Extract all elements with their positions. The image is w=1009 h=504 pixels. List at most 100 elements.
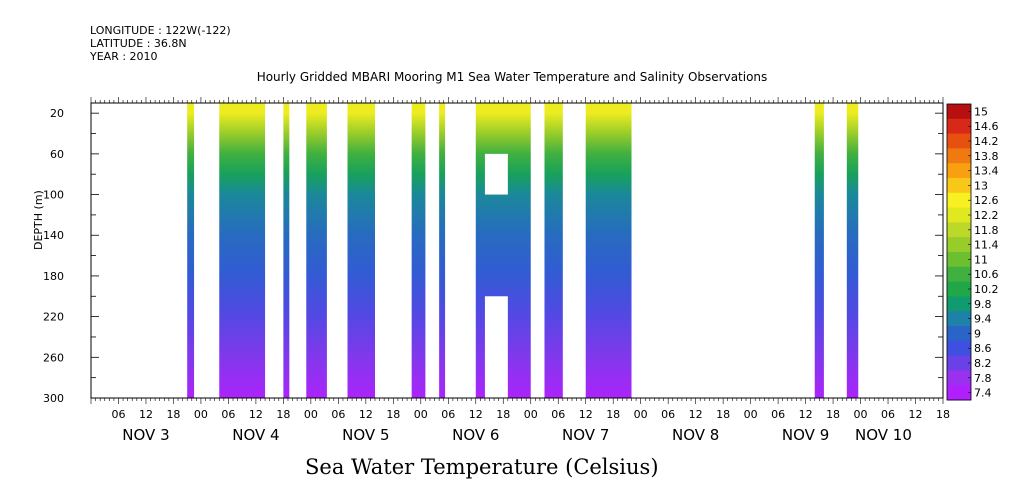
- colorbar-cell-10: [947, 252, 971, 268]
- x-hour-label: 06: [111, 408, 125, 421]
- colorbar-label: 7.4: [974, 387, 992, 400]
- colorbar-label: 8.2: [974, 357, 992, 370]
- y-tick-label: 220: [43, 311, 64, 324]
- colorbar-cell-11: [947, 266, 971, 283]
- data-segment-4: [347, 103, 375, 398]
- colorbar-label: 14.6: [974, 120, 999, 133]
- colorbar-label: 13: [974, 179, 988, 192]
- colorbar-label: 9.8: [974, 298, 992, 311]
- colorbar-cell-7: [947, 207, 971, 223]
- x-hour-label: 18: [386, 408, 400, 421]
- colorbar-cell-19: [947, 385, 971, 401]
- data-segment-11: [846, 103, 859, 398]
- x-day-label: NOV 5: [342, 426, 389, 444]
- x-hour-label: 18: [496, 408, 510, 421]
- colorbar-cell-18: [947, 370, 971, 386]
- x-hour-label: 06: [881, 408, 895, 421]
- y-tick-label: 60: [50, 148, 64, 161]
- latitude-label: LATITUDE : 36.8N: [90, 37, 187, 50]
- colorbar-cell-5: [947, 178, 971, 194]
- x-hour-label: 06: [221, 408, 235, 421]
- colorbar-cell-13: [947, 296, 971, 312]
- data-segment-8: [544, 103, 563, 398]
- x-day-label: NOV 4: [232, 426, 279, 444]
- x-hour-label: 18: [606, 408, 620, 421]
- x-day-label: NOV 9: [782, 426, 829, 444]
- x-hour-label: 06: [771, 408, 785, 421]
- colorbar-label: 10.2: [974, 283, 999, 296]
- x-hour-label: 18: [936, 408, 950, 421]
- colorbar-label: 10.6: [974, 268, 999, 281]
- colorbar-label: 15: [974, 105, 988, 118]
- x-hour-label: 18: [826, 408, 840, 421]
- x-hour-label: 12: [909, 408, 923, 421]
- longitude-label: LONGITUDE : 122W(-122): [90, 24, 231, 37]
- x-hour-label: 06: [331, 408, 345, 421]
- colorbar-cell-1: [947, 118, 971, 135]
- colorbar-label: 13.4: [974, 165, 999, 178]
- x-hour-label: 12: [139, 408, 153, 421]
- x-hour-label: 00: [194, 408, 208, 421]
- y-tick-label: 300: [43, 392, 64, 405]
- y-tick-label: 260: [43, 351, 64, 364]
- colorbar-cell-3: [947, 148, 971, 164]
- y-tick-label: 140: [43, 229, 64, 242]
- x-hour-label: 12: [799, 408, 813, 421]
- colorbar-cell-17: [947, 355, 971, 371]
- colorbar-label: 12.6: [974, 194, 999, 207]
- axes: 06 12 18 00 06 12 18 00 06 12 18 00 06 12 18 00 06 12 18 00…: [43, 97, 950, 444]
- colorbar-cell-16: [947, 340, 971, 357]
- y-tick-label: 100: [43, 189, 64, 202]
- colorbar-cell-9: [947, 237, 971, 253]
- data-segment-10: [814, 103, 824, 398]
- data-segment-1: [219, 103, 266, 398]
- x-day-label: NOV 6: [452, 426, 499, 444]
- data-segment-5: [411, 103, 426, 398]
- x-hour-label: 00: [744, 408, 758, 421]
- data-segment-0: [187, 103, 195, 398]
- colorbar-label: 13.8: [974, 150, 999, 163]
- colorbar-cell-8: [947, 222, 971, 238]
- colorbar-label: 7.8: [974, 372, 992, 385]
- x-hour-label: 12: [469, 408, 483, 421]
- chart-title: Hourly Gridded MBARI Mooring M1 Sea Wate…: [256, 70, 768, 84]
- y-tick-label: 180: [43, 270, 64, 283]
- data-segment-6: [439, 103, 446, 398]
- x-hour-label: 00: [634, 408, 648, 421]
- year-label: YEAR : 2010: [90, 50, 158, 63]
- x-hour-label: 18: [716, 408, 730, 421]
- x-hour-label: 12: [249, 408, 263, 421]
- y-tick-label: 20: [50, 107, 64, 120]
- colorbar-frame: [946, 103, 972, 401]
- x-hour-label: 12: [579, 408, 593, 421]
- x-day-label: NOV 8: [672, 426, 719, 444]
- colorbar-label: 11: [974, 253, 988, 266]
- x-hour-label: 06: [661, 408, 675, 421]
- x-day-label: NOV 3: [122, 426, 169, 444]
- data-gap-1: [484, 296, 508, 398]
- x-hour-label: 18: [276, 408, 290, 421]
- data-gap-0: [484, 153, 508, 195]
- colorbar-cell-4: [947, 163, 971, 179]
- colorbar-label: 8.6: [974, 342, 992, 355]
- x-hour-label: 00: [414, 408, 428, 421]
- x-hour-label: 12: [359, 408, 373, 421]
- x-hour-label: 00: [524, 408, 538, 421]
- x-day-label: NOV 10: [855, 426, 912, 444]
- colorbar-cell-12: [947, 281, 971, 297]
- colorbar-label: 11.8: [974, 224, 999, 237]
- x-hour-label: 06: [441, 408, 455, 421]
- x-hour-label: 12: [689, 408, 703, 421]
- colorbar-label: 9.4: [974, 313, 992, 326]
- colorbar-label: 12.2: [974, 209, 999, 222]
- chart-footer-title: Sea Water Temperature (Celsius): [305, 455, 659, 479]
- colorbar-cell-6: [947, 192, 971, 209]
- data-segment-2: [283, 103, 290, 398]
- data-segment-3: [306, 103, 327, 398]
- colorbar-label: 11.4: [974, 239, 999, 252]
- x-hour-label: 00: [304, 408, 318, 421]
- data-segment-9: [585, 103, 632, 398]
- colorbar-cell-0: [947, 104, 971, 120]
- colorbar-cell-14: [947, 311, 971, 327]
